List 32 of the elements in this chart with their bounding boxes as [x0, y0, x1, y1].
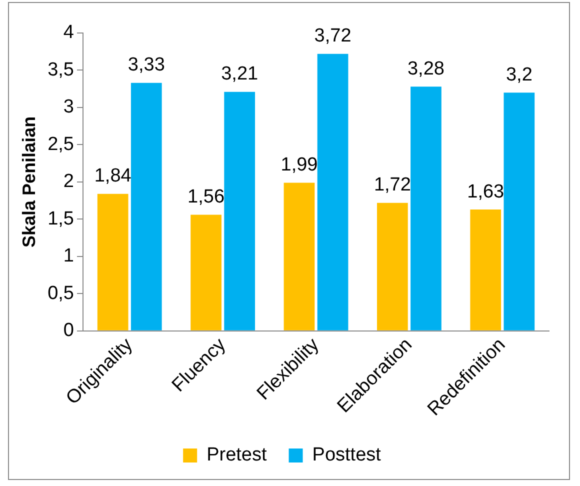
- bar: [284, 182, 315, 330]
- y-tick-label: 3: [63, 96, 74, 118]
- bar: [224, 92, 256, 330]
- legend-label: Posttest: [312, 444, 382, 466]
- data-label: 3,33: [128, 54, 165, 76]
- y-tick-label: 1: [63, 246, 74, 267]
- bar: [410, 86, 442, 330]
- data-label: 1,63: [467, 181, 504, 202]
- data-label: 3,21: [221, 64, 258, 85]
- y-tick-label: 3,5: [48, 59, 74, 80]
- data-label: 3,28: [407, 58, 444, 80]
- bar: [317, 54, 348, 330]
- data-label: 1,56: [188, 186, 225, 208]
- y-tick-label: 2,5: [48, 134, 74, 155]
- y-tick-label: 0: [63, 320, 74, 342]
- legend-label: Pretest: [206, 444, 268, 466]
- y-tick-label: 0,5: [48, 282, 74, 304]
- y-tick-label: 2: [63, 171, 74, 192]
- y-tick-label: 4: [63, 22, 74, 44]
- data-label: 3,2: [506, 64, 532, 86]
- y-axis-title: Skala Penilaian: [18, 116, 39, 248]
- y-tick-label: 1,5: [48, 208, 74, 230]
- bar: [504, 92, 535, 330]
- bar: [190, 214, 222, 330]
- bar: [470, 210, 502, 330]
- data-label: 1,99: [280, 154, 318, 176]
- data-label: 1,84: [94, 166, 132, 187]
- bar: [97, 194, 128, 330]
- bar: [130, 82, 162, 330]
- data-label: 3,72: [314, 26, 352, 47]
- bar: [376, 202, 408, 330]
- data-label: 1,72: [374, 174, 411, 196]
